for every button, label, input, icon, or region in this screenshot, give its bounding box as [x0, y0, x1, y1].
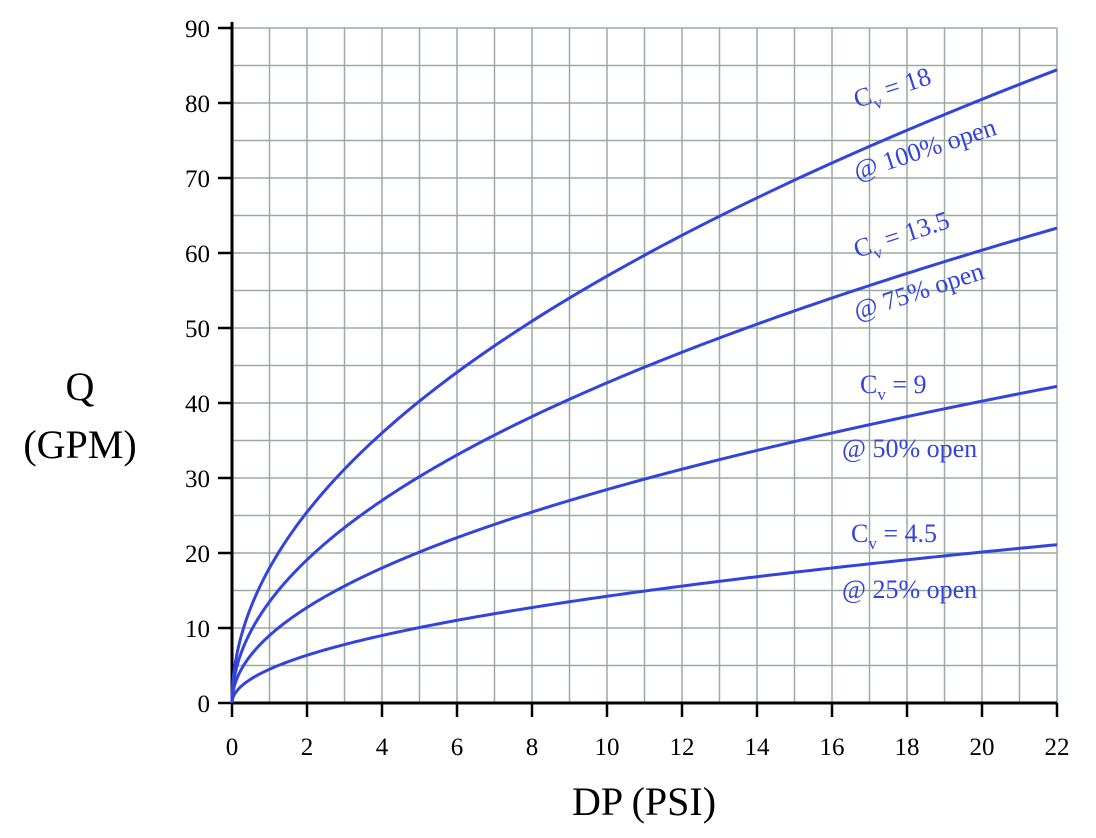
x-tick-label: 6: [451, 734, 464, 761]
y-tick-label: 80: [185, 91, 210, 118]
series-label-opening: @ 25% open: [842, 575, 977, 604]
y-axis-title-line1: Q: [66, 364, 95, 409]
series-label-opening: @ 50% open: [842, 434, 977, 463]
series-label-cv: Cv = 18: [850, 62, 936, 119]
series-curve: [230, 226, 1058, 704]
series-curve: [230, 68, 1058, 704]
x-tick-label: 12: [670, 734, 695, 761]
x-tick-label: 2: [301, 734, 314, 761]
series-label-cv: Cv = 4.5: [851, 519, 937, 553]
y-axis-title-line2: (GPM): [23, 422, 136, 467]
series-curve: [230, 543, 1058, 704]
x-axis-title: DP (PSI): [572, 779, 716, 824]
y-tick-label: 90: [185, 16, 210, 43]
y-tick-label: 10: [185, 616, 210, 643]
series-label-cv: Cv = 9: [860, 370, 927, 404]
x-tick-label: 22: [1045, 734, 1070, 761]
x-tick-label: 0: [226, 734, 239, 761]
x-tick-label: 8: [526, 734, 539, 761]
x-tick-label: 4: [376, 734, 389, 761]
y-tick-label: 30: [185, 466, 210, 493]
series-curve: [230, 384, 1058, 704]
x-tick-label: 20: [970, 734, 995, 761]
x-tick-label: 18: [895, 734, 920, 761]
x-tick-label: 10: [595, 734, 620, 761]
y-tick-label: 70: [185, 166, 210, 193]
y-tick-label: 60: [185, 241, 210, 268]
y-tick-label: 40: [185, 391, 210, 418]
y-tick-label: 50: [185, 316, 210, 343]
y-tick-label: 0: [198, 691, 211, 718]
x-tick-label: 14: [745, 734, 771, 761]
y-tick-label: 20: [185, 541, 210, 568]
tick-labels: 0 10 20 30 40 50 60 70 80 90 0 2 4 6 8 10 12 14 16 18 20 22: [185, 16, 1070, 761]
axes: [218, 22, 1059, 717]
curves: [230, 68, 1058, 704]
x-tick-label: 16: [820, 734, 845, 761]
